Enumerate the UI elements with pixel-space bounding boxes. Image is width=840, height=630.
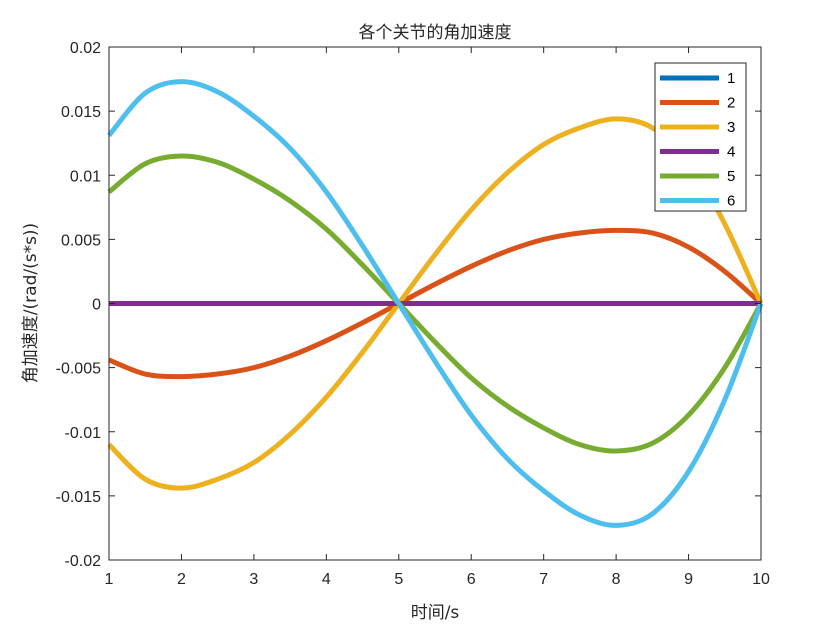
x-tick-label: 6 [467,571,476,588]
legend-label-6: 6 [727,193,735,210]
y-tick-label: -0.01 [65,425,102,442]
x-tick-label: 4 [322,571,331,588]
x-tick-label: 1 [105,571,114,588]
y-tick-label: 0.005 [61,232,101,249]
y-tick-label: -0.02 [65,553,102,570]
series-line-6 [107,79,764,528]
x-axis-label: 时间/s [411,603,460,623]
legend-label-1: 1 [727,70,735,87]
series-line-2 [108,227,763,380]
legend-label-5: 5 [727,168,735,185]
legend-label-4: 4 [727,144,735,161]
y-tick-label: 0.01 [70,168,101,185]
legend-label-3: 3 [727,119,735,136]
x-tick-label: 2 [177,571,186,588]
y-ticks: -0.02 -0.015 -0.01 -0.005 0 0.005 0.01 0.015 0.0… [56,40,761,570]
y-tick-label: -0.005 [56,361,101,378]
y-axis-label: 角加速度/(rad/(s*s)) [21,223,41,383]
x-ticks: 1 2 3 4 5 6 7 8 9 10 [105,47,770,588]
x-tick-label: 8 [612,571,621,588]
legend-box [654,62,747,212]
legend: 1 2 3 4 5 6 [654,62,747,212]
y-tick-label: 0.02 [70,40,101,57]
x-tick-label: 5 [394,571,403,588]
x-tick-label: 3 [249,571,258,588]
series-line-5 [107,153,764,454]
chart-title: 各个关节的角加速度 [359,23,512,43]
y-tick-label: -0.015 [56,489,101,506]
legend-label-2: 2 [727,95,735,112]
x-tick-label: 10 [752,571,770,588]
x-tick-label: 7 [539,571,548,588]
y-tick-label: 0 [92,297,101,314]
x-tick-label: 9 [684,571,693,588]
y-tick-label: 0.015 [61,104,101,121]
